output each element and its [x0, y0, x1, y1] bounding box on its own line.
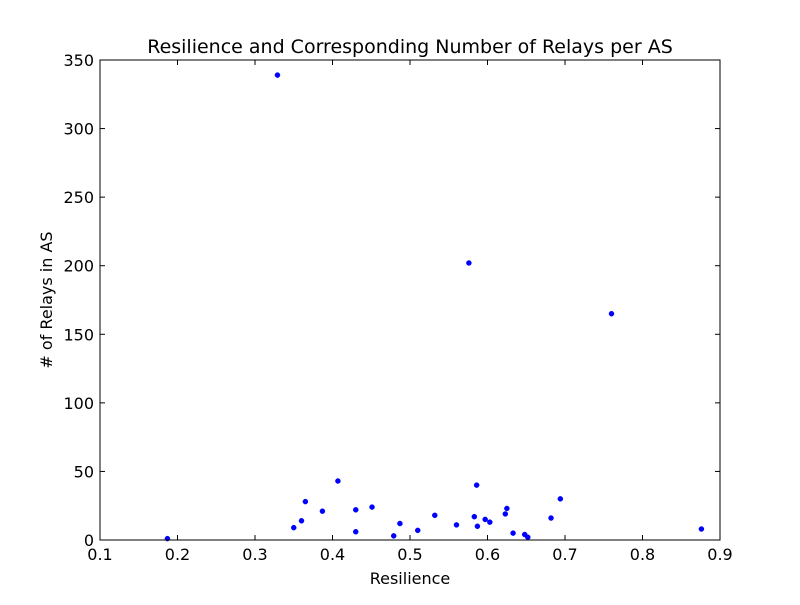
data-point: [504, 505, 510, 512]
data-point: [557, 496, 564, 502]
x-tick-label: 0.3: [242, 545, 267, 564]
data-point: [487, 519, 493, 525]
y-tick-label: 50: [74, 462, 94, 481]
plot-area-frame: [99, 59, 721, 541]
data-point: [274, 72, 281, 78]
data-point: [353, 529, 359, 535]
data-point: [298, 518, 305, 524]
chart-title: Resilience and Corresponding Number of R…: [147, 36, 673, 58]
data-point: [525, 534, 531, 541]
data-point: [353, 507, 359, 513]
x-tick-label: 0.1: [87, 545, 112, 564]
y-tick-label: 100: [63, 394, 94, 413]
data-point: [502, 511, 509, 517]
y-tick-label: 150: [63, 325, 94, 344]
y-tick-label: 300: [63, 120, 94, 139]
x-tick-label: 0.4: [320, 545, 345, 564]
data-point: [432, 512, 438, 519]
data-point: [473, 482, 480, 488]
data-point: [608, 310, 615, 317]
data-point: [291, 524, 297, 531]
y-tick-label: 250: [63, 188, 94, 207]
data-point: [453, 522, 460, 528]
x-tick-label: 0.8: [630, 545, 655, 564]
y-axis-label: # of Relays in AS: [37, 231, 56, 368]
y-tick-label: 0: [84, 531, 94, 550]
y-tick-label: 200: [63, 257, 94, 276]
data-point: [471, 513, 478, 520]
x-tick-label: 0.6: [475, 545, 500, 564]
data-points: [164, 72, 705, 542]
x-tick-label: 0.2: [165, 545, 190, 564]
data-point: [319, 508, 326, 514]
data-point: [548, 515, 554, 521]
x-tick-label: 0.7: [552, 545, 577, 564]
axis-ticks: 0.1 0.2 0.3 0.4 0.5 0.6 0.7 0.8 0.9 0 50 100 150 200 2…: [63, 51, 732, 564]
data-point: [466, 260, 472, 266]
y-tick-label: 350: [63, 51, 94, 70]
data-point: [510, 530, 516, 536]
data-point: [302, 498, 309, 505]
data-point: [415, 527, 421, 534]
data-point: [335, 478, 341, 484]
x-tick-label: 0.5: [397, 545, 422, 564]
data-point: [397, 520, 403, 527]
data-point: [482, 516, 488, 523]
x-tick-label: 0.9: [707, 545, 732, 564]
data-point: [698, 526, 705, 532]
x-axis-label: Resilience: [370, 569, 451, 588]
data-point: [390, 533, 397, 539]
data-point: [474, 523, 481, 530]
data-point: [369, 504, 375, 510]
